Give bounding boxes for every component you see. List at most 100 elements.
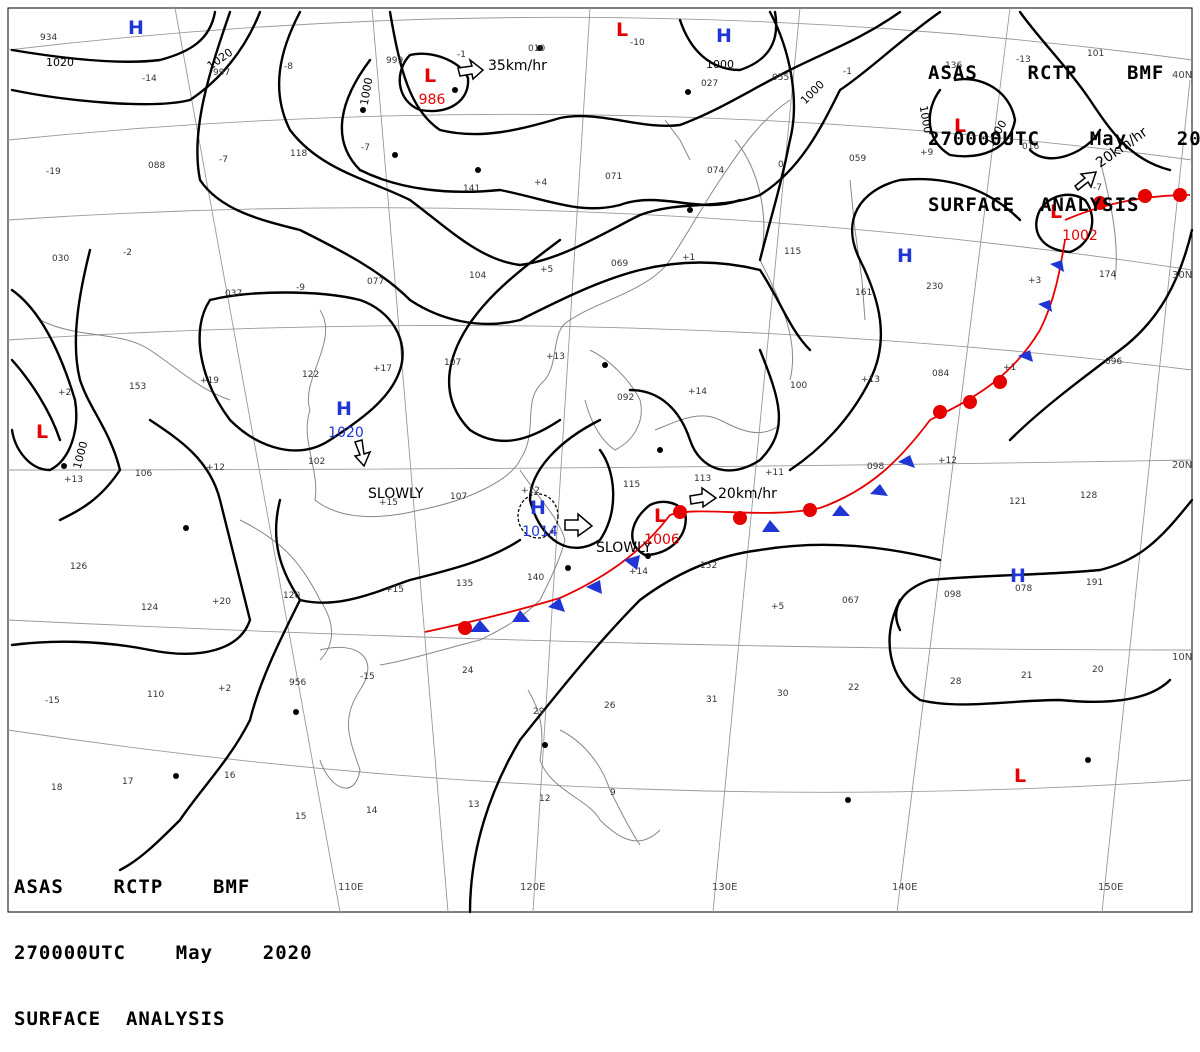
station-value: 174	[1099, 270, 1116, 280]
pressure-center-l: L	[36, 421, 48, 443]
motion-label: 35km/hr	[488, 58, 547, 74]
stationary-front	[424, 188, 1191, 635]
station-value: 128	[1080, 491, 1097, 501]
pressure-center-value: 1014	[522, 524, 558, 540]
station-value: 067	[842, 596, 859, 606]
station-value: 107	[444, 358, 461, 368]
station-value: 121	[1009, 497, 1026, 507]
station-value: +12	[521, 486, 540, 496]
station-value: -7	[219, 155, 228, 165]
station-value: +1	[682, 253, 695, 263]
station-value: 106	[135, 469, 152, 479]
station-value: 0	[778, 160, 784, 170]
isobars	[10, 10, 1194, 914]
longitude-label: 120E	[520, 882, 545, 893]
weather-map: 934 -14 997 -8 999 -1 010 -10 027 055 -1 136 -13 101 -…	[7, 7, 1194, 914]
station-value: 999	[386, 56, 403, 66]
pressure-center-h: H	[1010, 565, 1026, 587]
station-value: 17	[122, 777, 133, 787]
station-value: 161	[855, 288, 872, 298]
station-value: -7	[1093, 183, 1102, 193]
station-value: 071	[605, 172, 622, 182]
station-value: -1	[843, 67, 852, 77]
station-value: 997	[213, 68, 230, 78]
station-value: +17	[373, 364, 392, 374]
header-bottom-left: ASAS RCTP BMF 270000UTC May 2020 SURFACE…	[14, 832, 313, 1052]
pressure-center-l: L	[954, 115, 966, 137]
header-line-1: ASAS RCTP BMF	[14, 876, 251, 898]
station-value: 141	[463, 184, 480, 194]
station-value: -7	[361, 143, 370, 153]
station-value: 14	[366, 806, 378, 816]
station-value: +14	[629, 567, 648, 577]
station-value: 31	[706, 695, 717, 705]
station-value: +14	[688, 387, 707, 397]
pressure-center-value: 1006	[644, 532, 680, 548]
station-plots: 934 -14 997 -8 999 -1 010 -10 027 055 -1 136 -13 101 -…	[40, 33, 1122, 822]
station-value: -9	[296, 283, 305, 293]
station-value: 078	[1015, 584, 1032, 594]
station-value: 074	[707, 166, 724, 176]
pressure-center-h: H	[716, 25, 732, 47]
pressure-center-value: 1020	[328, 425, 364, 441]
motion-label: 20km/hr	[718, 486, 777, 502]
station-value: 055	[772, 73, 789, 83]
station-value: +15	[385, 585, 404, 595]
station-value: 115	[623, 480, 640, 490]
station-value: 030	[52, 254, 69, 264]
station-value: 956	[289, 678, 306, 688]
header-top-right: ASAS RCTP BMF 270000UTC May 2020 SURFACE…	[928, 18, 1200, 238]
header-line-1: ASAS RCTP BMF	[928, 62, 1165, 84]
station-value: -15	[360, 672, 375, 682]
isobar-label: 1000	[917, 104, 935, 134]
latitude-label: 20N	[1172, 460, 1192, 471]
pressure-center-value: 1002	[1062, 228, 1098, 244]
station-value: 110	[147, 690, 164, 700]
station-value: 934	[40, 33, 57, 43]
station-value: -2	[123, 248, 132, 258]
coastlines	[39, 99, 1117, 846]
station-value: 118	[290, 149, 307, 159]
pressure-center-h: H	[530, 497, 546, 519]
station-value: 010	[528, 44, 545, 54]
station-value: 16	[224, 771, 236, 781]
station-value: 027	[701, 79, 718, 89]
station-value: +20	[212, 597, 231, 607]
station-value: +13	[861, 375, 880, 385]
station-value: 113	[694, 474, 711, 484]
isobar-label: 1000	[358, 76, 376, 106]
station-value: +19	[200, 376, 219, 386]
latitude-labels: 40N 30N 20N 10N	[1172, 70, 1192, 663]
latitude-label: 30N	[1172, 270, 1192, 281]
station-value: 088	[148, 161, 165, 171]
header-line-3: SURFACE ANALYSIS	[928, 194, 1140, 216]
latitude-label: 10N	[1172, 652, 1192, 663]
station-value: +5	[771, 602, 784, 612]
station-value: 13	[468, 800, 479, 810]
station-value: +12	[206, 463, 225, 473]
station-value: +13	[64, 475, 83, 485]
station-value: -13	[1016, 55, 1031, 65]
motion-label: SLOWLY	[368, 486, 424, 502]
longitude-label: 110E	[338, 882, 363, 893]
station-value: -10	[630, 38, 645, 48]
station-value: 096	[1105, 357, 1122, 367]
station-value: 20	[1092, 665, 1104, 675]
station-value: +11	[765, 468, 784, 478]
station-value: 037	[225, 289, 242, 299]
station-value: 104	[469, 271, 486, 281]
pressure-center-l: L	[616, 19, 628, 41]
station-value: 153	[129, 382, 146, 392]
motion-label: SLOWLY	[596, 540, 652, 556]
station-value: 152	[700, 561, 717, 571]
station-value: 15	[295, 812, 306, 822]
station-value: 092	[617, 393, 634, 403]
station-value: 29	[533, 707, 545, 717]
station-value: 18	[51, 783, 63, 793]
station-value: +13	[546, 352, 565, 362]
isobar-label: 1000	[706, 58, 734, 71]
station-value: 21	[1021, 671, 1032, 681]
station-value: -15	[45, 696, 60, 706]
station-value: 077	[367, 277, 384, 287]
station-value: 140	[527, 573, 544, 583]
